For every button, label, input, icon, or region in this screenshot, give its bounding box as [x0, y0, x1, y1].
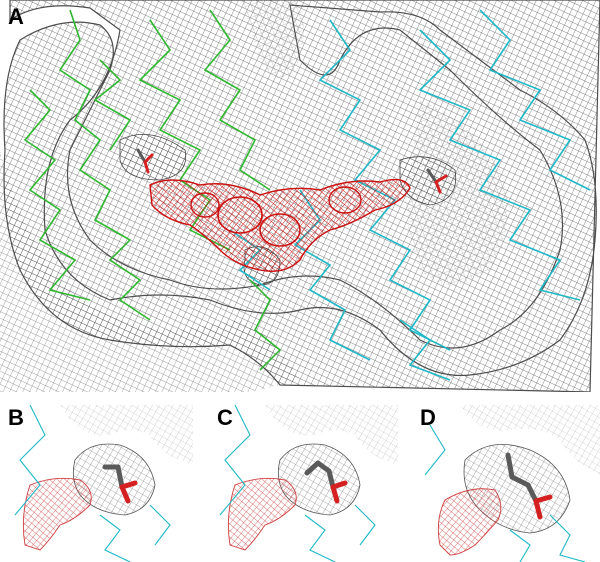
stick-molecule-right [426, 168, 448, 194]
panel-c-molecular-image [219, 405, 398, 562]
panel-b-molecular-image [14, 405, 193, 562]
panel-c: C [205, 405, 398, 562]
panel-label-d: D [420, 405, 436, 430]
panel-label-b: B [8, 405, 24, 430]
panel-b: B [0, 405, 193, 562]
ligand-mesh [149, 178, 411, 272]
panel-d-molecular-image [424, 405, 600, 562]
stick-molecule-left [136, 148, 154, 174]
panel-a: A [0, 0, 600, 392]
panel-d: D [410, 405, 600, 562]
panel-a-molecular-image [0, 0, 600, 392]
panel-label-c: C [217, 405, 233, 430]
panel-label-a: A [8, 4, 24, 29]
